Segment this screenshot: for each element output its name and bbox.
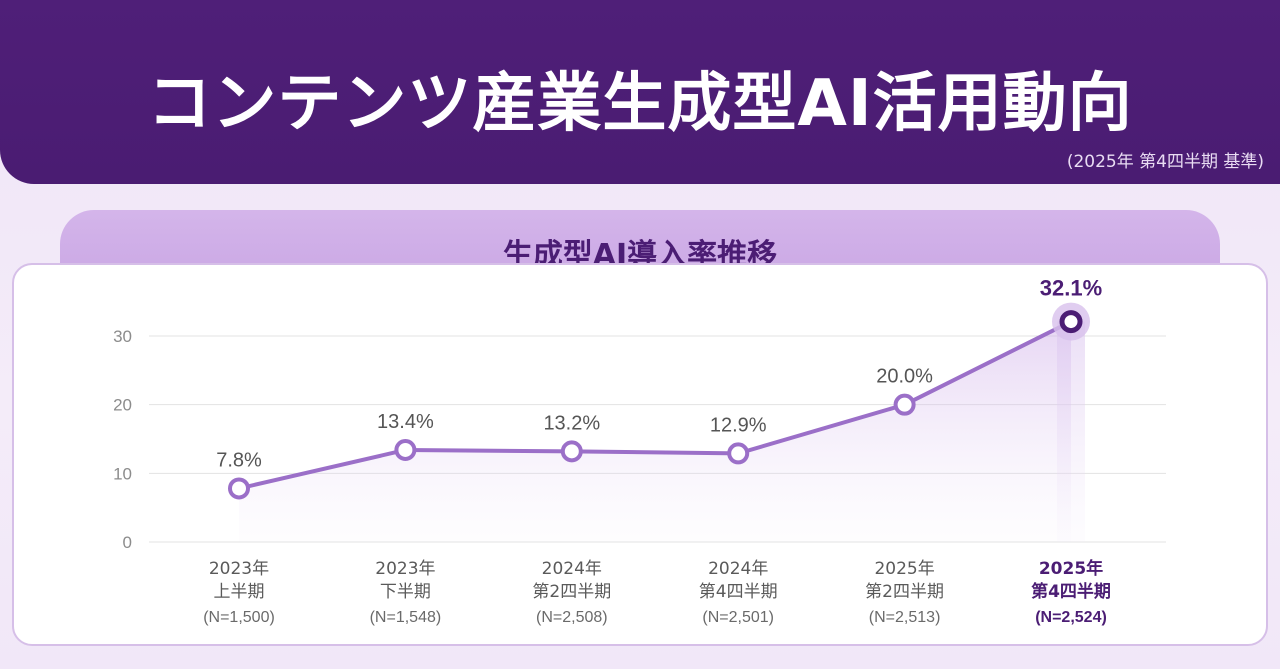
title-note: (2025年 第4四半期 基準) xyxy=(1066,152,1264,172)
y-tick-label: 0 xyxy=(123,533,132,552)
data-label: 13.4% xyxy=(377,411,434,433)
sample-size-label: (N=2,524) xyxy=(1035,609,1107,626)
header-banner: コンテンツ産業生成型AI活用動向 (2025年 第4四半期 基準) xyxy=(0,0,1280,184)
data-point xyxy=(727,442,750,465)
data-point xyxy=(893,393,916,416)
x-tick-label: 第2四半期 xyxy=(865,582,944,602)
sample-size-label: (N=2,513) xyxy=(869,609,941,626)
sample-size-label: (N=2,508) xyxy=(536,609,608,626)
sample-size-label: (N=1,500) xyxy=(203,609,275,626)
x-tick-label: 2025年 xyxy=(1039,558,1103,579)
y-tick-label: 10 xyxy=(113,464,132,483)
x-tick-label: 第4四半期 xyxy=(1031,581,1111,602)
data-label: 20.0% xyxy=(876,366,933,388)
x-tick-label: 第2四半期 xyxy=(532,582,611,602)
x-tick-label: 2025年 xyxy=(874,559,934,579)
sample-size-label: (N=1,548) xyxy=(370,609,442,626)
x-tick-label: 2023年 xyxy=(209,559,269,579)
data-label: 32.1% xyxy=(1040,276,1102,301)
data-label: 13.2% xyxy=(543,412,600,434)
chart-card: 7.8% 13.4% 13.2% 12.9% 20.0% 32.1% 0 10 20 30 202… xyxy=(12,263,1268,646)
y-tick-label: 20 xyxy=(113,396,132,415)
x-tick-label: 2023年 xyxy=(375,559,435,579)
x-tick-label: 上半期 xyxy=(214,582,265,602)
y-tick-label: 30 xyxy=(113,327,132,346)
sample-size-label: (N=2,501) xyxy=(702,609,774,626)
data-label: 12.9% xyxy=(710,414,767,436)
data-point xyxy=(228,477,250,500)
page-title: コンテンツ産業生成型AI活用動向 xyxy=(147,67,1133,141)
x-tick-label: 第4四半期 xyxy=(699,582,778,602)
data-point xyxy=(1059,310,1083,334)
highlight-column xyxy=(1057,321,1085,542)
area-fill xyxy=(239,321,1071,542)
data-point xyxy=(394,438,417,461)
data-label: 7.8% xyxy=(216,449,262,471)
x-tick-label: 2024年 xyxy=(708,559,768,579)
line-chart: 7.8% 13.4% 13.2% 12.9% 20.0% 32.1% 0 10 20 30 202… xyxy=(113,276,1166,626)
x-tick-label: 下半期 xyxy=(380,582,431,602)
data-point xyxy=(560,440,583,463)
series-line xyxy=(237,319,1073,491)
x-tick-label: 2024年 xyxy=(542,559,602,579)
